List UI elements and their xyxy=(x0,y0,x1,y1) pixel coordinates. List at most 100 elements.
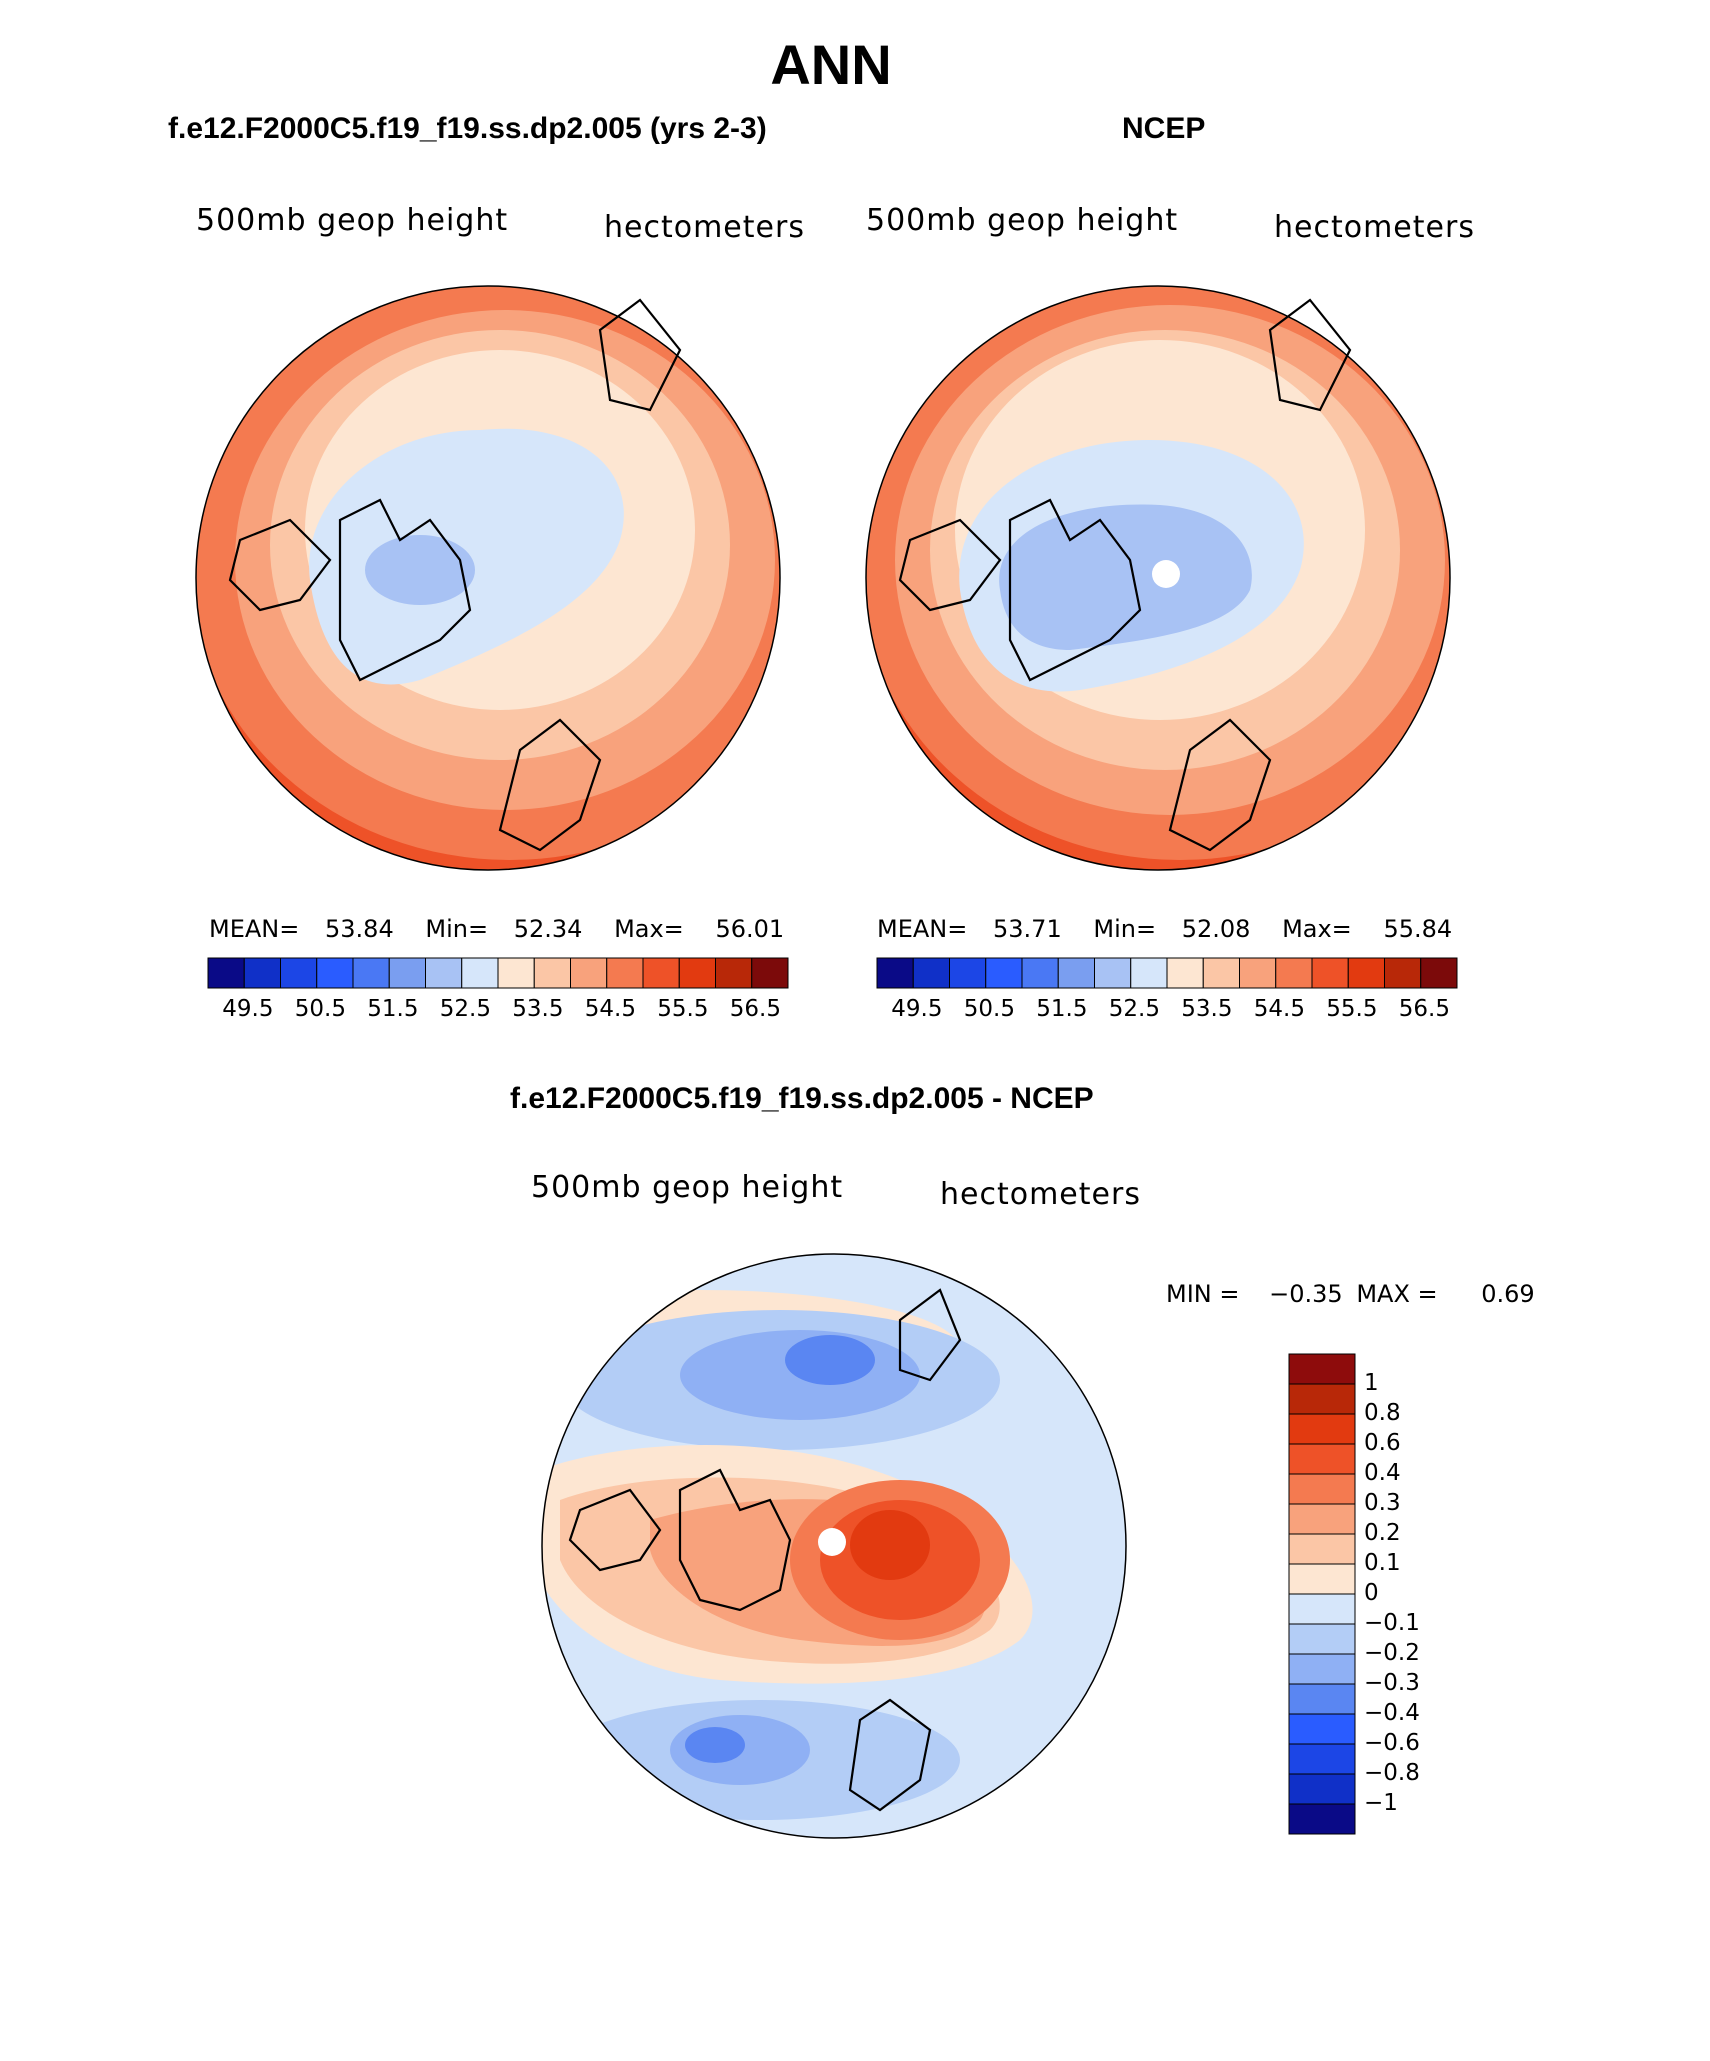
pole-hole-diff xyxy=(818,1528,846,1556)
colorbar-swatch xyxy=(1288,1563,1356,1595)
colorbar-tick-label: 52.5 xyxy=(1108,996,1160,1022)
colorbar-swatch xyxy=(678,957,716,989)
min-value: 52.08 xyxy=(1181,915,1251,943)
colorbar-swatch xyxy=(1057,957,1095,989)
colorbar-tick-label: −0.4 xyxy=(1364,1700,1420,1726)
colorbar-tick-label: 55.5 xyxy=(657,996,709,1022)
colorbar-swatch xyxy=(1288,1683,1356,1715)
variable-label-model: 500mb geop height xyxy=(196,203,509,238)
stats-model: MEAN= 53.84 Min= 52.34 Max= 56.01 xyxy=(209,915,784,943)
colorbar-swatch xyxy=(1420,957,1458,989)
colorbar-tick-label: 0.2 xyxy=(1364,1520,1401,1546)
colorbar-swatch xyxy=(1166,957,1204,989)
colorbar-swatch xyxy=(1288,1593,1356,1625)
variable-label-ncep: 500mb geop height xyxy=(866,203,1179,238)
map-boundary-model xyxy=(195,285,781,871)
colorbar-swatch xyxy=(1288,1713,1356,1745)
page-title: ANN xyxy=(770,33,892,96)
colorbar-swatch xyxy=(1288,1473,1356,1505)
units-label-model: hectometers xyxy=(604,210,805,245)
colorbar-swatch xyxy=(1094,957,1132,989)
coastlines xyxy=(228,298,1352,1812)
map-model xyxy=(196,286,780,870)
min-value: −0.35 xyxy=(1269,1280,1343,1308)
colorbar-tick-label: 0 xyxy=(1364,1580,1379,1606)
colorbar-swatch xyxy=(606,957,644,989)
colorbar-swatch xyxy=(388,957,426,989)
min-value: 52.34 xyxy=(513,915,583,943)
min-label: Min= xyxy=(1093,915,1157,943)
colorbar-swatch xyxy=(751,957,789,989)
colorbar-swatch xyxy=(1384,957,1422,989)
colorbar-swatch xyxy=(1239,957,1277,989)
colorbar-tick-label: 53.5 xyxy=(512,996,564,1022)
map-ncep xyxy=(866,286,1450,870)
colorbar-swatch xyxy=(207,957,245,989)
map-boundary-diff xyxy=(541,1253,1127,1839)
panel-title-difference: f.e12.F2000C5.f19_f19.ss.dp2.005 - NCEP xyxy=(510,1082,1094,1115)
colorbar-swatch xyxy=(425,957,463,989)
colorbar-tick-label: 51.5 xyxy=(1036,996,1088,1022)
colorbar-tick-label: −0.1 xyxy=(1364,1610,1420,1636)
map-boundary-ncep xyxy=(865,285,1451,871)
colorbar-tick-label: 0.6 xyxy=(1364,1430,1401,1456)
colorbar-swatch xyxy=(1347,957,1385,989)
colorbar-swatch xyxy=(1311,957,1349,989)
colorbar-tick-label: 49.5 xyxy=(222,996,274,1022)
colorbar-swatch xyxy=(949,957,987,989)
pole-hole xyxy=(1152,560,1180,588)
colorbar-tick-label: 0.1 xyxy=(1364,1550,1401,1576)
units-label-diff: hectometers xyxy=(940,1177,1141,1212)
max-label: Max= xyxy=(1282,915,1352,943)
panel-title-ncep: NCEP xyxy=(1122,112,1206,145)
mean-value: 53.71 xyxy=(993,915,1062,943)
stats-ncep: MEAN= 53.71 Min= 52.08 Max= 55.84 xyxy=(877,915,1452,943)
colorbar-tick-label: 53.5 xyxy=(1181,996,1233,1022)
colorbar-tick-label: −0.8 xyxy=(1364,1760,1420,1786)
colorbar-swatch xyxy=(1288,1533,1356,1565)
max-label: Max= xyxy=(614,915,684,943)
colorbar-swatch xyxy=(461,957,499,989)
map-difference xyxy=(542,1254,1126,1838)
colorbar-tick-label: 54.5 xyxy=(1253,996,1305,1022)
colorbar-swatch xyxy=(1202,957,1240,989)
colorbar-ncep xyxy=(876,957,1458,989)
max-value: 55.84 xyxy=(1383,915,1453,943)
colorbar-tick-label: 50.5 xyxy=(963,996,1015,1022)
colorbar-swatch xyxy=(1275,957,1313,989)
colorbar-tick-label: 52.5 xyxy=(439,996,491,1022)
max-value: 0.69 xyxy=(1481,1280,1535,1308)
colorbar-swatch xyxy=(1288,1413,1356,1445)
colorbar-tick-label: 56.5 xyxy=(1398,996,1450,1022)
stats-difference: MIN = −0.35 MAX = 0.69 xyxy=(1166,1280,1535,1308)
colorbar-swatch xyxy=(642,957,680,989)
colorbar-tick-label: 49.5 xyxy=(891,996,943,1022)
colorbar-swatch xyxy=(316,957,354,989)
colorbar-tick-label: −0.2 xyxy=(1364,1640,1420,1666)
colorbar-swatch xyxy=(1288,1383,1356,1415)
colorbar-tick-label: 1 xyxy=(1364,1370,1379,1396)
colorbar-tick-label: 0.8 xyxy=(1364,1400,1401,1426)
min-label: MIN = xyxy=(1166,1280,1240,1308)
colorbar-swatch xyxy=(1130,957,1168,989)
mean-label: MEAN= xyxy=(877,915,968,943)
mean-label: MEAN= xyxy=(209,915,300,943)
colorbar-tick-label: −1 xyxy=(1364,1790,1398,1816)
colorbar-swatch xyxy=(243,957,281,989)
colorbar-swatch xyxy=(1021,957,1059,989)
colorbar-tick-label: −0.6 xyxy=(1364,1730,1420,1756)
colorbar-swatch xyxy=(497,957,535,989)
mean-value: 53.84 xyxy=(325,915,394,943)
max-value: 56.01 xyxy=(715,915,785,943)
variable-label-diff: 500mb geop height xyxy=(531,1170,844,1205)
colorbar-swatch xyxy=(1288,1803,1356,1835)
colorbar-tick-label: 56.5 xyxy=(729,996,781,1022)
colorbar-tick-label: 50.5 xyxy=(294,996,346,1022)
colorbar-swatch xyxy=(352,957,390,989)
colorbar-swatch xyxy=(1288,1353,1356,1385)
colorbar-swatch xyxy=(912,957,950,989)
colorbar-swatch xyxy=(570,957,608,989)
colorbar-swatch xyxy=(1288,1743,1356,1775)
colorbar-tick-label: 0.4 xyxy=(1364,1460,1401,1486)
